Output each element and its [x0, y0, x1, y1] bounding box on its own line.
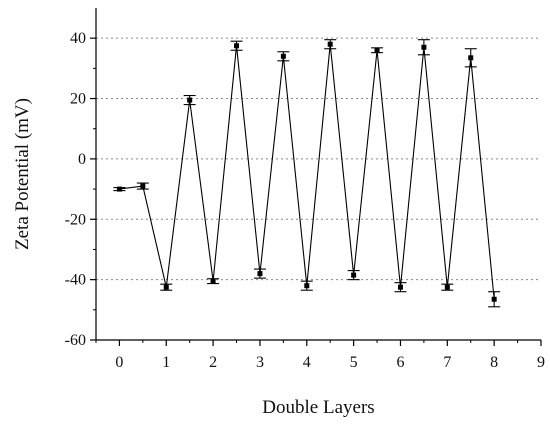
data-point: [140, 183, 146, 189]
x-tick-label-4: 4: [303, 354, 311, 371]
x-tick-label-6: 6: [396, 354, 404, 371]
x-tick-label-7: 7: [443, 354, 451, 371]
data-point: [163, 284, 169, 290]
data-layer: [113, 39, 501, 308]
y-tick-label-3: 0: [78, 151, 86, 168]
y-tick-label-2: -20: [65, 211, 86, 228]
y-tick-label-1: -40: [65, 272, 86, 289]
axis-layer: [90, 8, 542, 346]
data-point: [187, 97, 193, 103]
x-tick-label-8: 8: [490, 354, 498, 371]
data-point: [351, 272, 357, 278]
data-point: [327, 41, 333, 47]
data-point: [116, 186, 122, 192]
data-point: [444, 284, 450, 290]
data-point: [374, 47, 380, 53]
x-tick-label-0: 0: [115, 354, 123, 371]
x-tick-label-1: 1: [162, 354, 170, 371]
y-tick-label-5: 40: [70, 30, 86, 47]
grid-layer: [96, 37, 541, 281]
x-tick-label-3: 3: [256, 354, 264, 371]
data-point: [421, 44, 427, 50]
y-tick-label-4: 20: [70, 91, 86, 108]
data-point: [304, 283, 310, 289]
data-point: [234, 43, 240, 49]
data-point: [468, 55, 474, 61]
series-line: [119, 44, 495, 300]
x-tick-label-9: 9: [537, 354, 545, 371]
y-tick-label-0: -60: [65, 332, 86, 349]
data-point: [280, 53, 286, 59]
data-point: [210, 278, 216, 284]
x-axis-title: Double Layers: [262, 397, 374, 418]
label-layer: -60 -40 -20 0 20 40 0 1 2 3 4 5 6 7 8 9 Double Layers Zet…: [12, 30, 545, 418]
data-point: [397, 284, 403, 290]
data-point: [491, 296, 497, 302]
y-axis-title: Zeta Potential (mV): [12, 98, 33, 250]
x-tick-label-5: 5: [350, 354, 358, 371]
x-tick-label-2: 2: [209, 354, 217, 371]
data-point: [257, 271, 263, 277]
